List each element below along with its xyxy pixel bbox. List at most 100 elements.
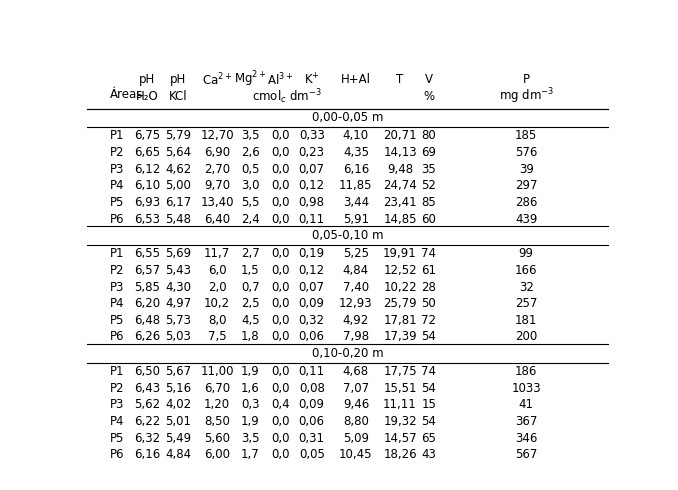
Text: 6,12: 6,12 [134,163,160,176]
Text: 61: 61 [422,264,437,277]
Text: 6,90: 6,90 [204,146,231,159]
Text: 4,02: 4,02 [165,398,191,412]
Text: 2,70: 2,70 [204,163,231,176]
Text: 6,0: 6,0 [208,264,226,277]
Text: 286: 286 [515,196,538,209]
Text: P2: P2 [110,146,125,159]
Text: 8,50: 8,50 [204,415,230,428]
Text: 15,51: 15,51 [383,382,417,395]
Text: 5,85: 5,85 [134,281,160,294]
Text: Mg$^{2+}$: Mg$^{2+}$ [234,70,266,89]
Text: 4,5: 4,5 [241,314,260,327]
Text: 0,0: 0,0 [271,196,290,209]
Text: 72: 72 [422,314,437,327]
Text: 25,79: 25,79 [383,297,417,310]
Text: Ca$^{2+}$: Ca$^{2+}$ [202,71,233,88]
Text: 6,22: 6,22 [134,415,160,428]
Text: P2: P2 [110,382,125,395]
Text: 1,8: 1,8 [241,330,260,343]
Text: 0,06: 0,06 [299,415,325,428]
Text: 17,75: 17,75 [383,365,417,378]
Text: P1: P1 [110,365,125,378]
Text: T: T [397,73,403,86]
Text: 14,13: 14,13 [383,146,417,159]
Text: 0,0: 0,0 [271,247,290,260]
Text: 6,00: 6,00 [204,448,230,461]
Text: 6,93: 6,93 [134,196,160,209]
Text: 3,5: 3,5 [241,432,260,444]
Text: 32: 32 [519,281,534,294]
Text: Al$^{3+}$: Al$^{3+}$ [267,71,294,88]
Text: 5,73: 5,73 [165,314,191,327]
Text: 1,7: 1,7 [241,448,260,461]
Text: 0,0: 0,0 [271,297,290,310]
Text: 8,80: 8,80 [343,415,369,428]
Text: 0,12: 0,12 [299,179,325,192]
Text: 10,22: 10,22 [383,281,417,294]
Text: 297: 297 [515,179,538,192]
Text: 5,25: 5,25 [343,247,369,260]
Text: 15: 15 [422,398,437,412]
Text: 85: 85 [422,196,437,209]
Text: 9,48: 9,48 [387,163,413,176]
Text: 6,20: 6,20 [134,297,160,310]
Text: 6,55: 6,55 [134,247,160,260]
Text: 35: 35 [422,163,437,176]
Text: 4,10: 4,10 [343,129,369,143]
Text: V: V [425,73,433,86]
Text: 7,07: 7,07 [343,382,369,395]
Text: 28: 28 [422,281,437,294]
Text: 5,64: 5,64 [165,146,191,159]
Text: 14,85: 14,85 [383,213,417,225]
Text: 5,09: 5,09 [343,432,369,444]
Text: 8,0: 8,0 [208,314,226,327]
Text: H₂O: H₂O [136,90,158,103]
Text: 185: 185 [515,129,537,143]
Text: 5,5: 5,5 [241,196,260,209]
Text: KCl: KCl [169,90,188,103]
Text: 69: 69 [422,146,437,159]
Text: 4,84: 4,84 [165,448,191,461]
Text: 186: 186 [515,365,538,378]
Text: H+Al: H+Al [341,73,371,86]
Text: 11,00: 11,00 [201,365,234,378]
Text: 5,43: 5,43 [165,264,191,277]
Text: 54: 54 [422,330,437,343]
Text: 43: 43 [422,448,437,461]
Text: 2,7: 2,7 [241,247,260,260]
Text: 0,11: 0,11 [299,213,325,225]
Text: 5,01: 5,01 [165,415,191,428]
Text: 0,05-0,10 m: 0,05-0,10 m [312,229,383,242]
Text: 6,50: 6,50 [134,365,160,378]
Text: 19,32: 19,32 [383,415,417,428]
Text: 6,32: 6,32 [134,432,160,444]
Text: 10,45: 10,45 [339,448,373,461]
Text: 5,49: 5,49 [165,432,191,444]
Text: 4,68: 4,68 [343,365,369,378]
Text: 41: 41 [519,398,534,412]
Text: 6,26: 6,26 [134,330,160,343]
Text: pH: pH [138,73,155,86]
Text: 0,11: 0,11 [299,365,325,378]
Text: 12,52: 12,52 [383,264,417,277]
Text: 0,0: 0,0 [271,382,290,395]
Text: 0,0: 0,0 [271,314,290,327]
Text: P2: P2 [110,264,125,277]
Text: 54: 54 [422,382,437,395]
Text: 0,0: 0,0 [271,281,290,294]
Text: 1033: 1033 [511,382,541,395]
Text: 12,93: 12,93 [339,297,373,310]
Text: 9,70: 9,70 [204,179,231,192]
Text: 6,40: 6,40 [204,213,231,225]
Text: 0,4: 0,4 [271,398,290,412]
Text: 0,0: 0,0 [271,146,290,159]
Text: 439: 439 [515,213,538,225]
Text: 0,00-0,05 m: 0,00-0,05 m [312,111,383,124]
Text: 346: 346 [515,432,538,444]
Text: 10,2: 10,2 [204,297,231,310]
Text: 5,62: 5,62 [134,398,160,412]
Text: 0,0: 0,0 [271,179,290,192]
Text: 6,16: 6,16 [134,448,160,461]
Text: 6,75: 6,75 [134,129,160,143]
Text: P4: P4 [110,415,125,428]
